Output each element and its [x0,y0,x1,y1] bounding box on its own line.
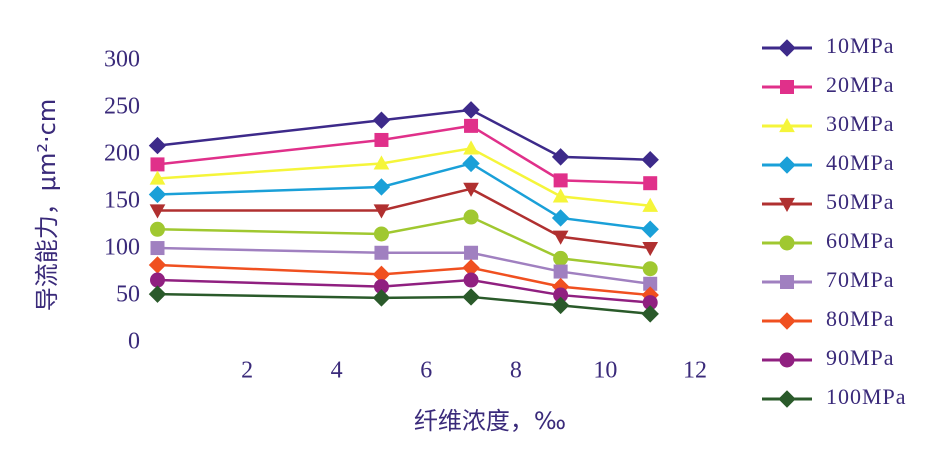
x-tick-label: 10 [593,358,617,384]
legend-label: 50MPa [826,189,895,214]
point [463,182,479,197]
point [373,155,390,170]
point [642,241,659,257]
point [148,136,167,155]
point [462,154,480,173]
point [373,204,390,219]
point [149,170,166,185]
x-tick-label: 8 [510,358,522,384]
x-axis-label: 纤维浓度，‰ [414,407,566,435]
y-tick-label: 100 [104,235,140,261]
legend-marker [778,312,796,330]
y-tick-label: 300 [104,47,140,73]
point [551,148,570,166]
y-tick-label: 250 [104,94,140,120]
point [372,178,391,196]
legend-label: 20MPa [826,72,895,97]
legend-label: 60MPa [826,228,895,253]
line [157,215,651,270]
legend-marker [778,39,796,57]
point [553,264,568,279]
point [464,245,479,260]
point [551,209,570,227]
point [643,176,658,191]
legend-marker [779,197,795,213]
legend-marker [779,117,795,133]
point [374,132,389,147]
point [463,140,479,155]
point [641,220,659,238]
legend-label: 40MPa [826,150,895,175]
point [641,305,659,323]
line [157,263,651,297]
line [157,108,651,161]
legend-marker [780,275,794,289]
legend-label: 30MPa [826,111,895,136]
legend-marker [778,390,796,408]
point [463,209,479,225]
point [150,221,165,237]
point [462,101,480,119]
point [551,296,570,315]
point [462,288,480,306]
point [374,245,389,260]
point [148,285,167,303]
legend-marker [778,156,796,174]
y-tick-label: 0 [128,329,140,355]
point [641,150,659,169]
point [148,256,167,274]
point [463,272,479,288]
point [150,241,165,256]
legend-label: 100MPa [826,384,907,409]
point [150,157,165,172]
y-tick-label: 200 [104,141,140,167]
point [150,272,165,288]
legend-label: 90MPa [826,345,895,370]
point [372,289,391,307]
line [157,246,651,286]
x-tick-label: 12 [683,358,707,384]
y-tick-label: 150 [104,188,140,214]
point [372,111,391,129]
x-tick-label: 6 [420,358,432,384]
point [642,261,658,277]
point [553,173,568,188]
point [464,118,479,133]
legend-label: 70MPa [826,267,895,292]
point [148,185,167,204]
line [157,278,651,304]
point [552,230,569,245]
y-axis-label: 导流能力，μm²·cm [33,99,61,311]
point [642,197,659,212]
legend-marker [779,235,795,251]
legend-label: 10MPa [826,33,895,58]
point [553,250,569,266]
y-tick-label: 50 [116,282,140,308]
legend-marker [780,80,794,94]
point [149,204,166,219]
legend-marker [779,352,795,368]
x-tick-label: 4 [331,358,343,384]
point [373,226,389,242]
x-tick-label: 2 [241,358,253,384]
point [552,188,569,203]
legend-label: 80MPa [826,306,895,331]
